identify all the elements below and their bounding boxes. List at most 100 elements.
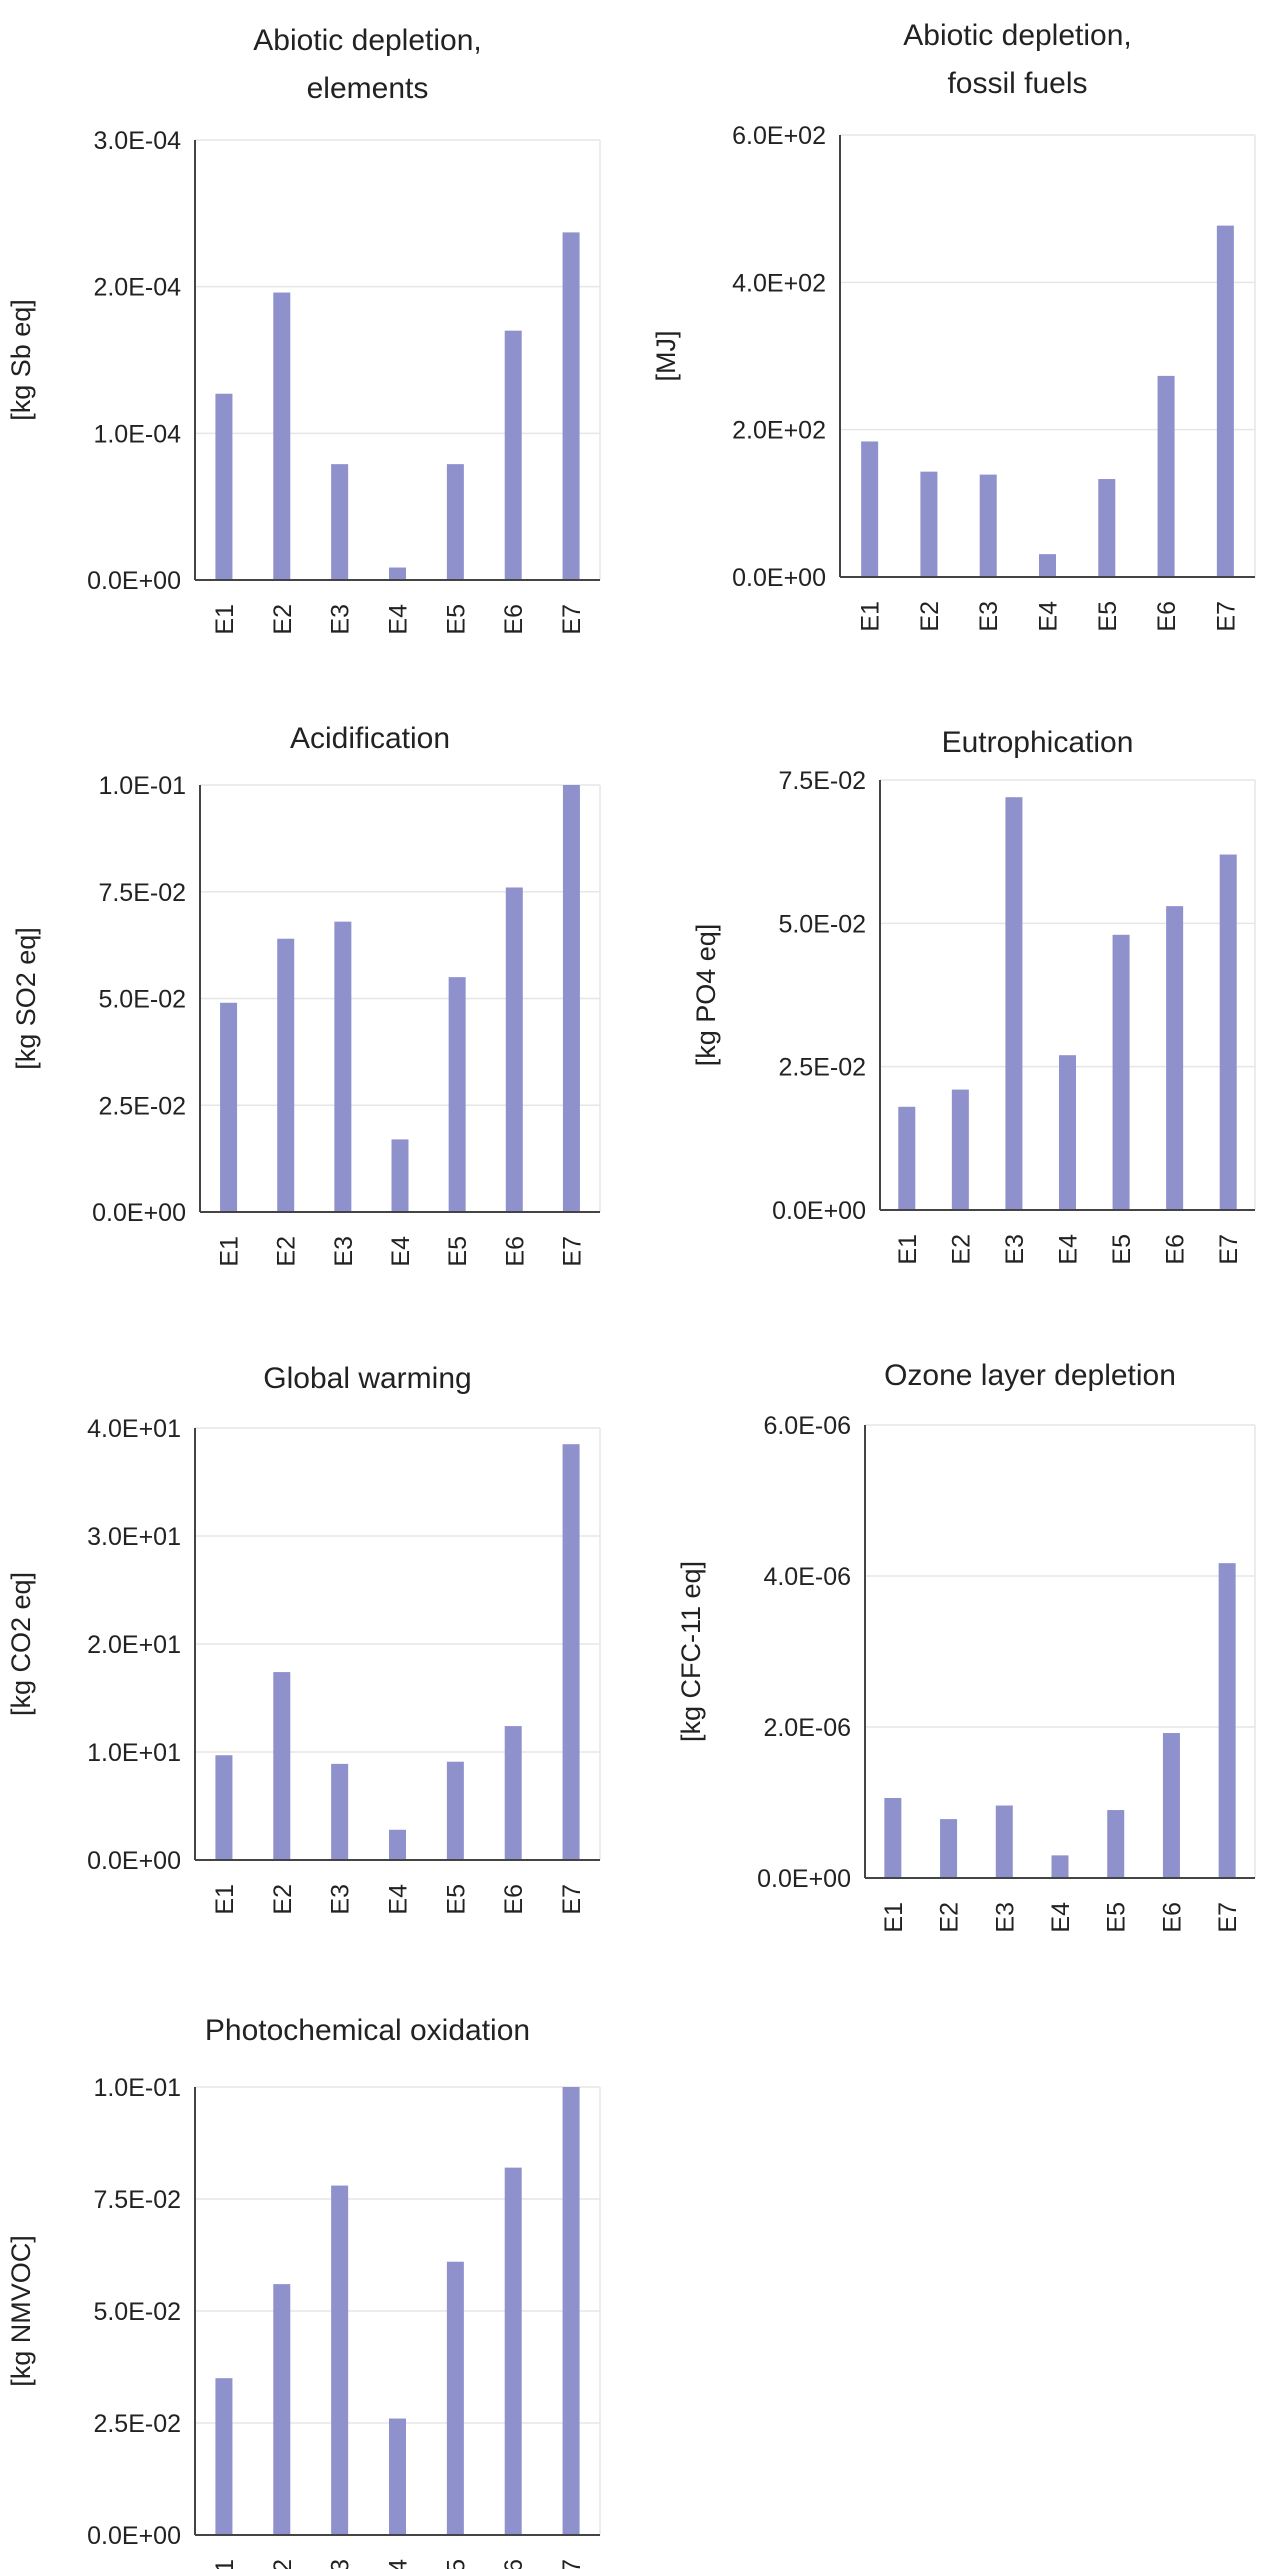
y-tick-label: 0.0E+00 <box>92 1199 186 1227</box>
bar-e4 <box>391 1139 409 1212</box>
y-tick-label: 6.0E+02 <box>732 122 826 150</box>
x-tick-label: E1 <box>211 2559 239 2569</box>
x-tick-label: E1 <box>857 601 885 632</box>
bar-e5 <box>1107 1810 1125 1878</box>
x-tick-label: E3 <box>327 604 355 635</box>
y-axis-label: [kg Sb eq] <box>6 299 36 421</box>
bar-e7 <box>1216 225 1234 578</box>
y-tick-label: 0.0E+00 <box>732 564 826 592</box>
chart-title: fossil fuels <box>947 67 1087 100</box>
x-tick-label: E6 <box>1162 1234 1190 1265</box>
x-tick-label: E1 <box>880 1902 908 1933</box>
x-tick-label: E1 <box>211 604 239 635</box>
bar-e6 <box>504 2167 522 2535</box>
y-tick-label: 0.0E+00 <box>87 1847 181 1875</box>
bar-e2 <box>277 938 295 1212</box>
x-tick-label: E4 <box>385 604 413 635</box>
x-tick-label: E6 <box>500 604 528 635</box>
chart-panel-3: Acidification 0.0E+00 2.5E-02 5.0E-02 7.5E-0… <box>11 722 601 1267</box>
bar-e2 <box>920 471 938 577</box>
x-tick-label: E2 <box>947 1234 975 1265</box>
bar-e2 <box>273 292 291 580</box>
bar-e2 <box>951 1089 969 1210</box>
x-tick-label: E6 <box>1158 1902 1186 1933</box>
y-tick-label: 0.0E+00 <box>772 1197 866 1225</box>
bar-e3 <box>1005 797 1023 1210</box>
x-tick-label: E3 <box>991 1902 1019 1933</box>
bar-e5 <box>446 1761 464 1860</box>
x-tick-label: E2 <box>273 1236 301 1267</box>
chart-title: Abiotic depletion, <box>903 19 1132 52</box>
y-tick-label: 2.0E+01 <box>87 1631 181 1659</box>
x-tick-label: E5 <box>442 2559 470 2569</box>
chart-title: Photochemical oxidation <box>205 2014 530 2047</box>
y-tick-label: 0.0E+00 <box>87 2522 181 2550</box>
bar-e4 <box>389 567 406 580</box>
y-tick-label: 4.0E+01 <box>87 1415 181 1443</box>
y-tick-label: 5.0E-02 <box>98 986 186 1014</box>
bar-e1 <box>215 2378 233 2535</box>
y-tick-label: 1.0E-01 <box>93 2074 181 2102</box>
y-tick-label: 2.0E-06 <box>763 1714 851 1742</box>
y-tick-label: 0.0E+00 <box>87 567 181 595</box>
x-tick-label: E4 <box>1047 1902 1075 1933</box>
bar-e7 <box>1218 1563 1236 1878</box>
x-tick-label: E2 <box>269 2559 297 2569</box>
bar-e5 <box>1098 479 1116 577</box>
chart-panel-4: Eutrophication 0.0E+00 2.5E-02 5.0E-02 7.5E-… <box>691 726 1256 1265</box>
y-tick-label: 1.0E-01 <box>98 772 186 800</box>
x-tick-label: E2 <box>269 1884 297 1915</box>
bar-e6 <box>505 887 523 1212</box>
y-tick-label: 2.5E-02 <box>93 2410 181 2438</box>
y-tick-label: 5.0E-02 <box>778 910 866 938</box>
x-tick-label: E6 <box>1153 601 1181 632</box>
y-tick-label: 2.0E-04 <box>93 274 181 302</box>
chart-title: Acidification <box>290 722 450 755</box>
y-tick-label: 7.5E-02 <box>93 2186 181 2214</box>
bar-e1 <box>220 1002 238 1212</box>
bar-e7 <box>562 1444 580 1860</box>
y-axis-label: [kg CFC-11 eq] <box>676 1561 706 1742</box>
x-tick-label: E5 <box>442 1884 470 1915</box>
x-tick-label: E3 <box>327 2559 355 2569</box>
y-tick-label: 2.5E-02 <box>98 1092 186 1120</box>
x-tick-label: E1 <box>211 1884 239 1915</box>
bar-e4 <box>1059 1055 1076 1210</box>
bar-e3 <box>995 1805 1013 1878</box>
bar-e2 <box>273 1672 291 1860</box>
bar-e7 <box>562 232 580 580</box>
bar-e3 <box>331 1763 349 1860</box>
y-axis-label: [kg NMVOC] <box>6 2235 36 2387</box>
bar-e4 <box>389 2418 406 2535</box>
y-tick-label: 6.0E-06 <box>763 1412 851 1440</box>
x-tick-label: E3 <box>327 1884 355 1915</box>
chart-title: elements <box>307 72 429 105</box>
x-tick-label: E4 <box>385 2559 413 2569</box>
bar-e6 <box>1166 906 1184 1210</box>
x-tick-label: E7 <box>1212 601 1240 632</box>
x-tick-label: E2 <box>916 601 944 632</box>
bar-e6 <box>1157 375 1175 577</box>
x-tick-label: E2 <box>269 604 297 635</box>
y-tick-label: 3.0E+01 <box>87 1523 181 1551</box>
x-tick-label: E7 <box>558 604 586 635</box>
x-tick-label: E6 <box>500 1884 528 1915</box>
x-tick-label: E7 <box>558 2559 586 2569</box>
x-tick-label: E5 <box>1108 1234 1136 1265</box>
bar-e3 <box>331 2185 349 2535</box>
x-tick-label: E7 <box>1214 1902 1242 1933</box>
x-tick-label: E7 <box>558 1884 586 1915</box>
bar-e1 <box>215 393 233 580</box>
x-tick-label: E5 <box>1103 1902 1131 1933</box>
x-tick-label: E4 <box>385 1884 413 1915</box>
bar-e5 <box>1112 934 1130 1210</box>
y-axis-label: [kg SO2 eq] <box>11 927 41 1070</box>
y-tick-label: 1.0E-04 <box>93 420 181 448</box>
bar-e4 <box>389 1829 406 1860</box>
bar-e1 <box>898 1106 916 1210</box>
y-tick-label: 7.5E-02 <box>778 767 866 795</box>
y-axis-label: [kg CO2 eq] <box>6 1572 36 1716</box>
bar-e1 <box>215 1755 233 1860</box>
x-tick-label: E7 <box>558 1236 586 1267</box>
